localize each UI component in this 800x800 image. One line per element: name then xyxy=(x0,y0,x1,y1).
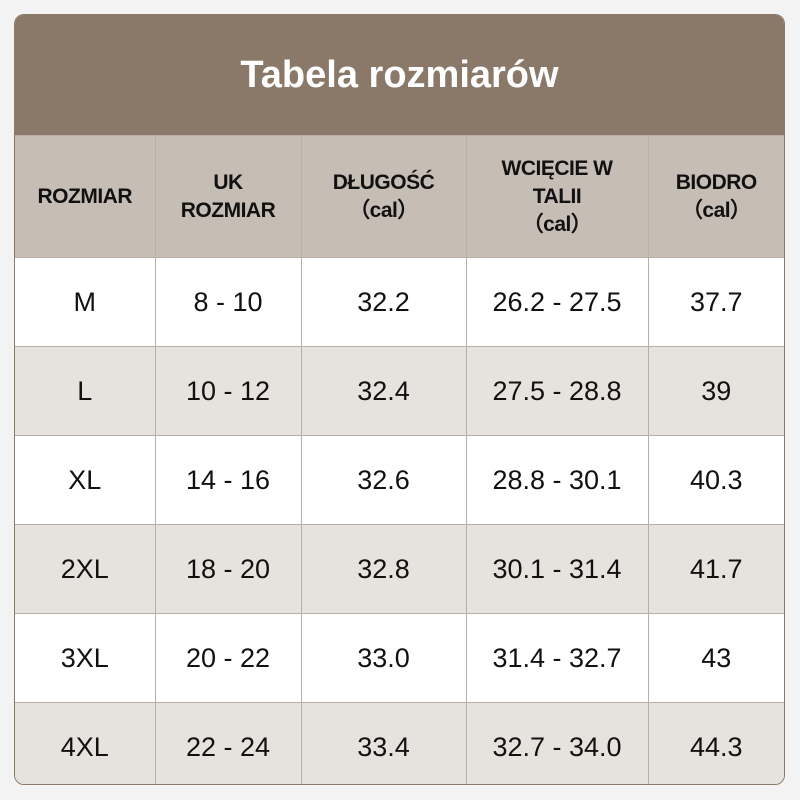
table-cell: 22 - 24 xyxy=(154,702,302,784)
table-cell: M xyxy=(15,257,156,347)
table-cell: 43 xyxy=(647,613,784,703)
table-cell: 3XL xyxy=(15,613,156,703)
column-header-line: （cal） xyxy=(349,198,418,222)
table-cell: 8 - 10 xyxy=(154,257,302,347)
table-cell: 4XL xyxy=(15,702,156,784)
table-cell: L xyxy=(15,346,156,436)
table-row: 4XL 22 - 24 33.4 32.7 - 34.0 44.3 xyxy=(15,702,784,784)
table-cell: XL xyxy=(15,435,156,525)
table-row: XL 14 - 16 32.6 28.8 - 30.1 40.3 xyxy=(15,435,784,525)
table-cell: 32.7 - 34.0 xyxy=(465,702,649,784)
table-cell: 27.5 - 28.8 xyxy=(465,346,649,436)
header-row: ROZMIAR UK ROZMIAR DŁUGOŚĆ （cal） WCIĘCIE W TAL… xyxy=(15,135,784,258)
table-cell: 18 - 20 xyxy=(154,524,302,614)
column-header-line: TALII xyxy=(532,184,582,208)
column-header-line: DŁUGOŚĆ xyxy=(332,170,435,194)
table-cell: 44.3 xyxy=(647,702,784,784)
table-cell: 2XL xyxy=(15,524,156,614)
column-header-line: ROZMIAR xyxy=(37,184,133,208)
table-cell: 26.2 - 27.5 xyxy=(465,257,649,347)
table-cell: 33.0 xyxy=(300,613,467,703)
column-header: UK ROZMIAR xyxy=(154,135,302,258)
table-cell: 14 - 16 xyxy=(154,435,302,525)
column-header-line: BIODRO xyxy=(675,170,757,194)
column-header-line: UK xyxy=(213,170,243,194)
table-cell: 30.1 - 31.4 xyxy=(465,524,649,614)
column-header: ROZMIAR xyxy=(15,135,156,258)
size-table: ROZMIAR UK ROZMIAR DŁUGOŚĆ （cal） WCIĘCIE W TAL… xyxy=(15,135,784,784)
column-header: DŁUGOŚĆ （cal） xyxy=(300,135,467,258)
table-cell: 32.2 xyxy=(300,257,467,347)
table-cell: 28.8 - 30.1 xyxy=(465,435,649,525)
table-cell: 33.4 xyxy=(300,702,467,784)
table-cell: 32.4 xyxy=(300,346,467,436)
size-chart-card: Tabela rozmiarów ROZMIAR UK ROZMIAR DŁUGOŚĆ… xyxy=(14,14,785,785)
column-header-line: ROZMIAR xyxy=(180,198,276,222)
column-header: WCIĘCIE W TALII （cal） xyxy=(465,135,649,258)
table-cell: 37.7 xyxy=(647,257,784,347)
table-row: 3XL 20 - 22 33.0 31.4 - 32.7 43 xyxy=(15,613,784,703)
table-cell: 32.8 xyxy=(300,524,467,614)
table-cell: 10 - 12 xyxy=(154,346,302,436)
column-header-line: WCIĘCIE W xyxy=(501,156,614,180)
table-row: 2XL 18 - 20 32.8 30.1 - 31.4 41.7 xyxy=(15,524,784,614)
table-cell: 40.3 xyxy=(647,435,784,525)
table-row: L 10 - 12 32.4 27.5 - 28.8 39 xyxy=(15,346,784,436)
table-cell: 41.7 xyxy=(647,524,784,614)
column-header-line: （cal） xyxy=(522,212,592,236)
column-header-line: （cal） xyxy=(681,198,751,222)
column-header: BIODRO （cal） xyxy=(647,135,784,258)
table-cell: 39 xyxy=(647,346,784,436)
table-cell: 32.6 xyxy=(300,435,467,525)
chart-title: Tabela rozmiarów xyxy=(15,15,784,135)
table-cell: 31.4 - 32.7 xyxy=(465,613,649,703)
table-cell: 20 - 22 xyxy=(154,613,302,703)
